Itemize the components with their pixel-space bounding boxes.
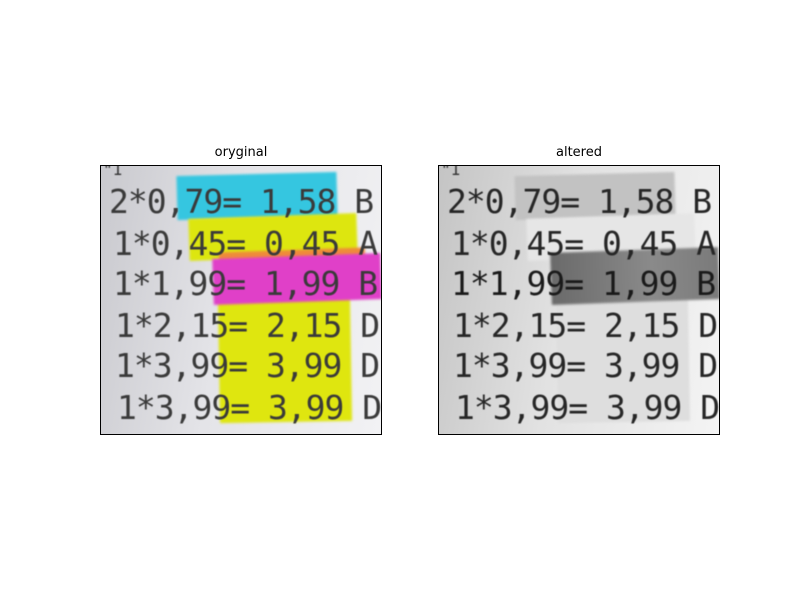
receipt-line: 1*0,45= 0,45 A (113, 224, 378, 263)
receipt-line: 1*1,99= 1,99 B (113, 264, 378, 303)
altered-photo: "1 2*0,79= 1,58 B 1*0,45= 0,45 A 1*1,99=… (439, 166, 719, 434)
receipt-line: 1*2,15= 2,15 D (453, 306, 718, 345)
receipt-line: 1*0,45= 0,45 A (451, 224, 716, 263)
original-image-panel: "1 2*0,79= 1,58 B 1*0,45= 0,45 A 1*1,99=… (100, 165, 382, 435)
receipt-line: 1*3,99= 3,99 D (455, 388, 720, 427)
altered-panel-title: altered (556, 145, 602, 160)
receipt-line: 1*3,99= 3,99 D (115, 346, 380, 385)
original-photo: "1 2*0,79= 1,58 B 1*0,45= 0,45 A 1*1,99=… (101, 166, 381, 434)
receipt-line: 1*1,99= 1,99 B (451, 264, 716, 303)
altered-image-panel: "1 2*0,79= 1,58 B 1*0,45= 0,45 A 1*1,99=… (438, 165, 720, 435)
corner-mark: "1 (441, 165, 461, 179)
receipt-line: 2*0,79= 1,58 B (447, 182, 712, 221)
receipt-line: 1*2,15= 2,15 D (115, 306, 380, 345)
original-panel-title: oryginal (214, 145, 268, 160)
corner-mark: "1 (103, 165, 123, 179)
receipt-line: 2*0,79= 1,58 B (109, 182, 374, 221)
receipt-line: 1*3,99= 3,99 D (453, 346, 718, 385)
receipt-line: 1*3,99= 3,99 D (117, 388, 382, 427)
